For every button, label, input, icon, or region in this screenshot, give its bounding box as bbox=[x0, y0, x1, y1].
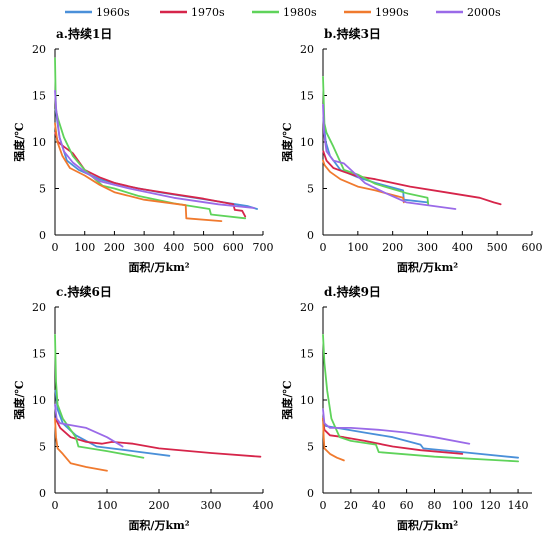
y-tick-label: 15 bbox=[32, 90, 46, 103]
series-line-1960s bbox=[54, 389, 171, 457]
y-tick-label: 5 bbox=[307, 183, 314, 196]
series-line-1970s bbox=[322, 150, 502, 206]
series-line-1990s bbox=[54, 122, 223, 223]
legend-label-1990s: 1990s bbox=[375, 6, 409, 19]
y-axis-title: 强度/℃ bbox=[280, 122, 294, 161]
x-tick-label: 300 bbox=[134, 241, 155, 254]
series-line-1970s bbox=[54, 417, 262, 458]
x-tick-label: 100 bbox=[97, 499, 118, 512]
y-tick-label: 20 bbox=[300, 43, 314, 56]
x-tick-label: 700 bbox=[253, 241, 274, 254]
y-tick-label: 15 bbox=[300, 348, 314, 361]
y-tick-label: 10 bbox=[32, 136, 46, 149]
x-tick-label: 40 bbox=[372, 499, 386, 512]
y-tick-label: 10 bbox=[32, 394, 46, 407]
y-tick-label: 0 bbox=[307, 487, 314, 500]
x-tick-label: 600 bbox=[522, 241, 543, 254]
x-tick-label: 100 bbox=[452, 499, 473, 512]
x-tick-label: 200 bbox=[382, 241, 403, 254]
series-line-1980s bbox=[54, 333, 145, 459]
panel-title: c.持续6日 bbox=[56, 284, 112, 299]
x-tick-label: 0 bbox=[320, 499, 327, 512]
series-line-2000s bbox=[322, 103, 457, 210]
legend: 1960s 1970s 1980s 1990s 2000s bbox=[65, 6, 501, 19]
x-axis-title: 面积/万km² bbox=[397, 518, 458, 532]
y-tick-label: 20 bbox=[32, 43, 46, 56]
y-tick-label: 20 bbox=[32, 301, 46, 314]
x-tick-label: 0 bbox=[52, 241, 59, 254]
series-line-1990s bbox=[322, 159, 405, 204]
series-line-2000s bbox=[322, 408, 471, 445]
y-tick-label: 0 bbox=[39, 487, 46, 500]
x-tick-label: 100 bbox=[347, 241, 368, 254]
series-line-1990s bbox=[322, 417, 345, 462]
y-tick-label: 0 bbox=[307, 229, 314, 242]
series-line-1980s bbox=[322, 333, 519, 463]
y-axis-title: 强度/℃ bbox=[12, 380, 26, 419]
legend-label-1980s: 1980s bbox=[283, 6, 317, 19]
y-tick-label: 15 bbox=[32, 348, 46, 361]
series-line-1980s bbox=[54, 57, 247, 220]
x-tick-label: 300 bbox=[201, 499, 222, 512]
legend-label-1970s: 1970s bbox=[191, 6, 225, 19]
x-tick-label: 0 bbox=[52, 499, 59, 512]
legend-label-2000s: 2000s bbox=[467, 6, 501, 19]
series-line-2000s bbox=[54, 89, 256, 209]
x-tick-label: 400 bbox=[452, 241, 473, 254]
y-tick-label: 5 bbox=[307, 441, 314, 454]
y-tick-label: 5 bbox=[39, 183, 46, 196]
x-tick-label: 400 bbox=[163, 241, 184, 254]
x-axis-title: 面积/万km² bbox=[128, 518, 189, 532]
series-line-1970s bbox=[322, 417, 464, 455]
panel-title: b.持续3日 bbox=[324, 26, 381, 41]
y-axis-title: 强度/℃ bbox=[12, 122, 26, 161]
y-tick-label: 10 bbox=[300, 136, 314, 149]
x-tick-label: 80 bbox=[427, 499, 441, 512]
x-tick-label: 0 bbox=[320, 241, 327, 254]
x-tick-label: 200 bbox=[104, 241, 125, 254]
panel-title: a.持续1日 bbox=[56, 26, 112, 41]
x-tick-label: 140 bbox=[508, 499, 529, 512]
x-tick-label: 120 bbox=[480, 499, 501, 512]
y-tick-label: 0 bbox=[39, 229, 46, 242]
y-axis-title: 强度/℃ bbox=[280, 380, 294, 419]
y-tick-label: 20 bbox=[300, 301, 314, 314]
series-line-1970s bbox=[54, 131, 247, 218]
x-tick-label: 400 bbox=[253, 499, 274, 512]
series-line-1980s bbox=[322, 76, 430, 206]
y-tick-label: 10 bbox=[300, 394, 314, 407]
legend-label-1960s: 1960s bbox=[96, 6, 130, 19]
x-axis-title: 面积/万km² bbox=[397, 260, 458, 274]
y-tick-label: 5 bbox=[39, 441, 46, 454]
x-tick-label: 20 bbox=[344, 499, 358, 512]
series-line-2000s bbox=[54, 403, 124, 448]
panel-title: d.持续9日 bbox=[324, 284, 381, 299]
series-line-1990s bbox=[54, 417, 108, 472]
x-tick-label: 200 bbox=[149, 499, 170, 512]
x-tick-label: 300 bbox=[417, 241, 438, 254]
x-tick-label: 100 bbox=[74, 241, 95, 254]
y-tick-label: 15 bbox=[300, 90, 314, 103]
x-tick-label: 500 bbox=[193, 241, 214, 254]
x-tick-label: 500 bbox=[487, 241, 508, 254]
x-tick-label: 60 bbox=[400, 499, 414, 512]
x-axis-title: 面积/万km² bbox=[128, 260, 189, 274]
x-tick-label: 600 bbox=[223, 241, 244, 254]
